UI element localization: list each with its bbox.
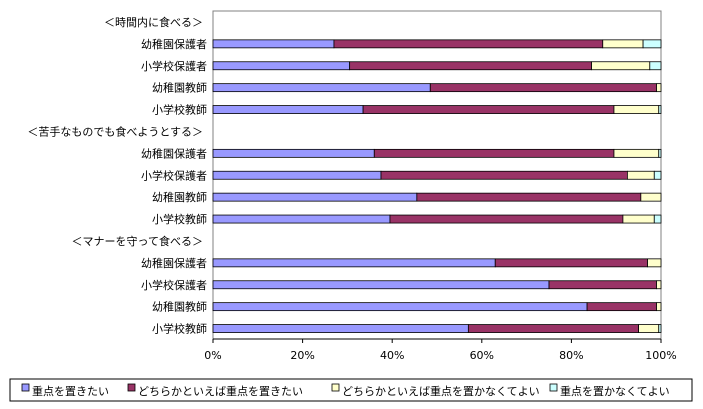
bar-segment	[658, 148, 662, 158]
bar-segment	[658, 324, 662, 333]
bar-segment	[416, 192, 642, 202]
bar-segment	[613, 148, 660, 158]
category-label: 幼稚園教師	[152, 301, 207, 314]
category-label: 幼稚園教師	[152, 82, 207, 95]
bar-segment	[653, 170, 662, 180]
legend-label: 重点を置かなくてよい	[560, 384, 670, 398]
legend-label: どちらかといえば重点を置きたい	[138, 384, 303, 398]
group-title: ＜苦手なものでも食べようとする＞	[27, 124, 203, 138]
bar-segment	[649, 61, 662, 71]
bar-segment	[429, 83, 657, 93]
bar-segment	[373, 148, 615, 158]
bar-segment	[212, 280, 550, 290]
x-tick-label: 0%	[204, 349, 221, 362]
bar-segment	[212, 258, 496, 268]
bar-segment	[548, 280, 657, 290]
category-label: 幼稚園保護者	[141, 256, 207, 270]
bar-segment	[656, 83, 662, 93]
bar-segment	[362, 105, 615, 114]
legend-label: どちらかといえば重点を置かなくてよい	[342, 384, 540, 398]
bar-segment	[640, 192, 662, 202]
x-tick-label: 80%	[559, 349, 583, 362]
group-title: ＜時間内に食べる＞	[104, 15, 203, 29]
bar-segment	[212, 324, 469, 333]
group-title: ＜マナーを守って食べる＞	[72, 234, 203, 248]
bar-segment	[212, 192, 418, 202]
bar-segment	[494, 258, 648, 268]
category-label: 小学校教師	[152, 322, 207, 336]
bar-segment	[389, 214, 624, 224]
category-label: 幼稚園教師	[152, 191, 207, 204]
x-tick-label: 100%	[645, 349, 676, 362]
legend-box	[9, 378, 693, 402]
legend-swatch	[127, 383, 136, 392]
category-label: 小学校保護者	[141, 168, 207, 182]
bar-segment	[602, 39, 644, 49]
bar-segment	[212, 148, 375, 158]
bar-segment	[467, 324, 639, 333]
legend-label: 重点を置きたい	[32, 384, 109, 398]
bar-segment	[333, 39, 604, 49]
x-tick-label: 40%	[380, 349, 404, 362]
bar-segment	[586, 302, 657, 312]
legend-swatch	[21, 383, 30, 392]
bar-segment	[627, 170, 655, 180]
bar-segment	[212, 83, 431, 93]
bar-segment	[212, 39, 335, 49]
bar-segment	[212, 302, 588, 312]
category-label: 幼稚園保護者	[141, 37, 207, 51]
category-label: 小学校保護者	[141, 278, 207, 292]
bar-segment	[212, 214, 391, 224]
category-label: 小学校保護者	[141, 59, 207, 73]
x-tick-label: 20%	[290, 349, 314, 362]
bar-segment	[656, 280, 662, 290]
bar-segment	[638, 324, 660, 333]
category-label: 小学校教師	[152, 103, 207, 117]
bar-segment	[212, 61, 351, 71]
bar-segment	[380, 170, 628, 180]
bar-segment	[647, 258, 662, 268]
x-tick-label: 60%	[470, 349, 494, 362]
bar-segment	[591, 61, 651, 71]
legend-swatch	[549, 383, 558, 392]
bar-segment	[349, 61, 592, 71]
bar-segment	[622, 214, 655, 224]
legend-swatch	[331, 383, 340, 392]
bar-segment	[642, 39, 662, 49]
bar-segment	[658, 105, 662, 114]
bar-segment	[656, 302, 662, 312]
bar-segment	[653, 214, 662, 224]
bar-segment	[613, 105, 660, 114]
category-label: 幼稚園保護者	[141, 146, 207, 160]
category-label: 小学校教師	[152, 212, 207, 226]
bar-segment	[212, 170, 382, 180]
bar-segment	[212, 105, 364, 114]
legend: 重点を置きたい どちらかといえば重点を置きたい どちらかといえば重点を置かなくてよい…	[9, 378, 693, 402]
